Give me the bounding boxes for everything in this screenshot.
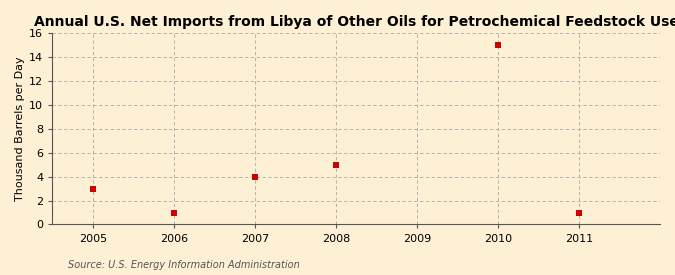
- Point: [493, 43, 504, 47]
- Title: Annual U.S. Net Imports from Libya of Other Oils for Petrochemical Feedstock Use: Annual U.S. Net Imports from Libya of Ot…: [34, 15, 675, 29]
- Point: [169, 210, 180, 215]
- Point: [88, 186, 99, 191]
- Point: [331, 163, 342, 167]
- Text: Source: U.S. Energy Information Administration: Source: U.S. Energy Information Administ…: [68, 260, 299, 270]
- Y-axis label: Thousand Barrels per Day: Thousand Barrels per Day: [15, 56, 25, 201]
- Point: [574, 210, 585, 215]
- Point: [250, 174, 261, 179]
